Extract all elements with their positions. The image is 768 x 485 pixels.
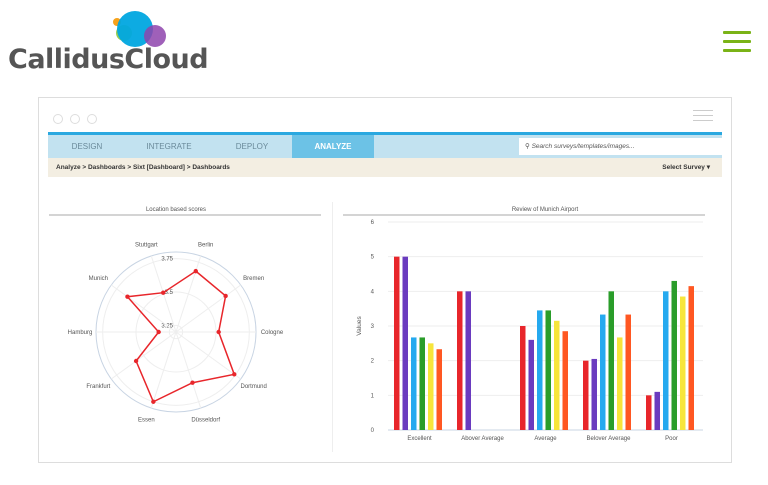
radar-point <box>156 329 161 335</box>
radar-point <box>216 329 221 335</box>
bar <box>554 320 560 430</box>
search-input[interactable]: ⚲ Search surveys/templates/images... <box>519 138 722 155</box>
y-tick-label: 3 <box>371 324 375 330</box>
radar-point <box>133 358 139 364</box>
category-label: Dortmund <box>240 384 266 390</box>
bar <box>528 339 534 430</box>
category-label: Hamburg <box>68 330 93 336</box>
x-tick-label: Belover Average <box>587 436 632 442</box>
bar <box>671 280 677 430</box>
bar <box>654 391 660 430</box>
category-label: Berlin <box>198 243 213 249</box>
category-label: Bremen <box>243 276 264 282</box>
radar-point <box>161 290 166 295</box>
radar-point <box>151 399 156 404</box>
y-tick-label: 4 <box>371 289 375 295</box>
bar <box>680 296 686 430</box>
logo-clouds-icon <box>113 11 166 47</box>
bar <box>625 314 631 430</box>
radar-point <box>223 293 228 299</box>
bar <box>688 286 694 430</box>
callidus-cloud-logo[interactable]: CallidusCloud <box>8 8 209 75</box>
radar-chart: Location based scores3.253.53.75BerlinBr… <box>49 207 321 423</box>
search-icon: ⚲ <box>525 143 532 150</box>
bar <box>537 310 543 430</box>
bar <box>419 337 425 430</box>
bar <box>394 256 400 430</box>
x-tick-label: Poor <box>665 436 678 442</box>
radial-tick-label: 3.5 <box>165 290 174 296</box>
bar <box>617 337 623 430</box>
breadcrumb-bar: Analyze > Dashboards > Sixt [Dashboard] … <box>48 158 722 177</box>
spoke <box>175 331 202 409</box>
tab-deploy[interactable]: DEPLOY <box>235 142 269 151</box>
main-nav: DESIGN INTEGRATE DEPLOY ANALYZE ⚲ Search… <box>48 135 722 158</box>
radial-tick-label: 3.75 <box>161 257 173 263</box>
y-axis-label: Values <box>356 316 363 336</box>
bar <box>545 310 551 430</box>
logo-text: CallidusCloud <box>8 44 209 75</box>
radar-point <box>125 294 130 299</box>
bar <box>465 291 471 430</box>
bar <box>428 343 434 430</box>
radar-point <box>232 372 237 377</box>
radar-point <box>193 268 198 274</box>
category-label: Düsseldorf <box>191 417 220 423</box>
x-tick-label: Average <box>534 436 557 442</box>
bar <box>663 291 669 430</box>
bar <box>562 331 568 430</box>
category-label: Essen <box>138 417 155 423</box>
bar <box>591 358 597 430</box>
x-tick-label: Excellent <box>407 436 432 442</box>
tab-analyze[interactable]: ANALYZE <box>292 135 374 158</box>
window-menu-icon <box>693 110 713 125</box>
y-tick-label: 5 <box>371 255 375 261</box>
app-preview-window: DESIGN INTEGRATE DEPLOY ANALYZE ⚲ Search… <box>38 97 732 463</box>
hamburger-menu-button[interactable] <box>723 31 751 53</box>
bar <box>608 291 614 430</box>
tab-integrate[interactable]: INTEGRATE <box>146 142 192 151</box>
spoke <box>175 255 202 333</box>
spoke <box>175 284 242 333</box>
radar-point <box>190 380 195 385</box>
category-label: Stuttgart <box>135 243 158 249</box>
bar <box>646 395 652 430</box>
spoke <box>110 284 177 333</box>
spoke <box>175 331 242 380</box>
y-tick-label: 6 <box>371 220 375 226</box>
chart-title: Location based scores <box>146 207 206 213</box>
tab-design[interactable]: DESIGN <box>71 142 103 151</box>
x-tick-label: Abover Average <box>461 436 504 442</box>
bar <box>411 337 417 430</box>
spoke <box>150 331 177 409</box>
bar <box>457 291 463 430</box>
bar <box>583 360 589 430</box>
bar <box>436 349 442 430</box>
bar <box>600 314 606 430</box>
category-label: Cologne <box>261 330 284 336</box>
category-label: Frankfurt <box>86 384 110 390</box>
y-tick-label: 0 <box>371 428 375 434</box>
y-tick-label: 2 <box>371 359 375 365</box>
category-label: Munich <box>89 276 108 282</box>
bar <box>520 326 526 430</box>
window-controls <box>53 111 104 129</box>
bar <box>402 256 408 430</box>
breadcrumb: Analyze > Dashboards > Sixt [Dashboard] … <box>56 164 230 171</box>
y-tick-label: 1 <box>371 393 375 399</box>
select-survey-dropdown[interactable]: Select Survey ▾ <box>662 164 710 171</box>
chart-title: Review of Munich Airport <box>512 207 579 213</box>
spoke <box>110 331 177 380</box>
bar-chart: Review of Munich Airport 0 1 2 3 4 5 6 Values Exc… <box>343 207 705 442</box>
